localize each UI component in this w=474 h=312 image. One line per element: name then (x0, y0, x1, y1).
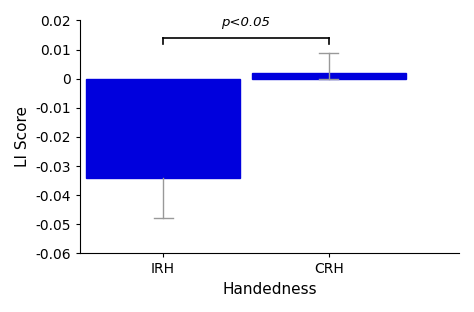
Y-axis label: LI Score: LI Score (15, 106, 30, 168)
X-axis label: Handedness: Handedness (222, 282, 317, 297)
Bar (252, 73, 406, 79)
Text: p<0.05: p<0.05 (221, 16, 270, 29)
Bar (86, 79, 240, 178)
